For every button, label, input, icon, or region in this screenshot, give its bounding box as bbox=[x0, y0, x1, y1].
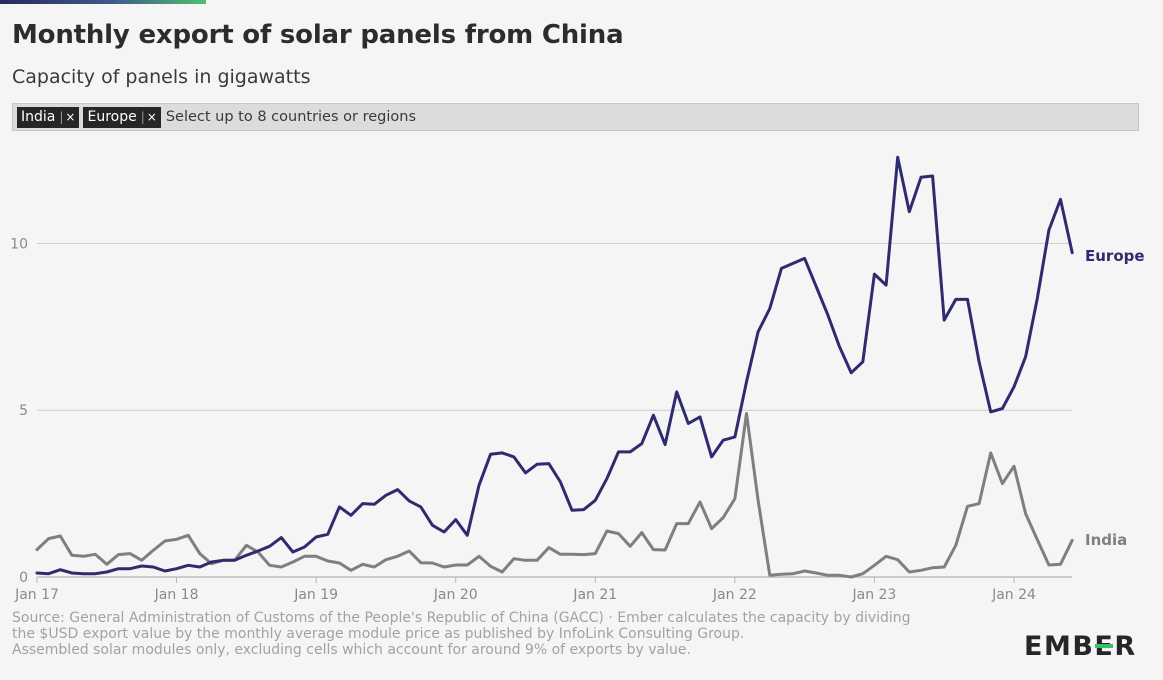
close-icon[interactable]: × bbox=[65, 110, 76, 124]
x-tick-label: Jan 24 bbox=[991, 587, 1036, 603]
chip-label: India bbox=[21, 109, 56, 125]
series-line-europe bbox=[35, 155, 1074, 576]
x-tick-label: Jan 23 bbox=[851, 587, 896, 603]
selector-input-placeholder[interactable]: Select up to 8 countries or regions bbox=[165, 109, 416, 125]
chip-divider: | bbox=[140, 110, 145, 124]
logo-letter: M bbox=[1043, 631, 1073, 662]
x-axis: Jan 17 Jan 18 Jan 19 Jan 20 Jan 21 Jan 22 Jan … bbox=[14, 577, 1036, 603]
series-label-europe: Europe bbox=[1085, 247, 1145, 265]
x-tick-label: Jan 17 bbox=[14, 587, 59, 603]
chip-india[interactable]: India | × bbox=[17, 106, 80, 128]
series-line-india bbox=[35, 412, 1074, 579]
x-tick-label: Jan 18 bbox=[154, 587, 199, 603]
logo-letter: R bbox=[1114, 631, 1137, 662]
x-tick-label: Jan 22 bbox=[712, 587, 757, 603]
series-label-india: India bbox=[1085, 531, 1127, 549]
source-line-3: Assembled solar modules only, excluding … bbox=[12, 642, 691, 658]
series-labels: Europe India bbox=[1085, 247, 1145, 549]
series-lines bbox=[35, 155, 1074, 579]
close-icon[interactable]: × bbox=[146, 110, 157, 124]
source-line-2: the $USD export value by the monthly ave… bbox=[12, 626, 745, 642]
brand-accent-bar bbox=[0, 0, 206, 4]
chart-title: Monthly export of solar panels from Chin… bbox=[12, 20, 624, 50]
chip-divider: | bbox=[59, 110, 64, 124]
x-tick-label: Jan 20 bbox=[433, 587, 478, 603]
gridlines bbox=[37, 242, 1072, 578]
logo-letter: B bbox=[1072, 631, 1095, 662]
source-line-1: Source: General Administration of Custom… bbox=[12, 610, 911, 626]
logo-letter: E bbox=[1024, 631, 1044, 662]
y-tick-label: 5 bbox=[19, 403, 28, 419]
x-tick-label: Jan 19 bbox=[293, 587, 338, 603]
source-note: Source: General Administration of Custom… bbox=[12, 610, 1002, 658]
country-selector[interactable]: India | × Europe | × Select up to 8 coun… bbox=[12, 103, 1139, 131]
ember-logo: EMBER bbox=[1024, 631, 1137, 662]
x-tick-label: Jan 21 bbox=[572, 587, 617, 603]
chip-label: Europe bbox=[87, 109, 137, 125]
logo-letter: E bbox=[1094, 631, 1115, 662]
y-axis: 0 5 10 bbox=[10, 236, 28, 586]
line-chart: 0 5 10 Jan 17 Jan 18 Jan 19 Jan 20 Jan 21 Jan 2… bbox=[10, 155, 1145, 603]
y-tick-label: 10 bbox=[10, 236, 28, 252]
y-tick-label: 0 bbox=[19, 570, 28, 586]
chip-europe[interactable]: Europe | × bbox=[83, 106, 161, 128]
chart-subtitle: Capacity of panels in gigawatts bbox=[12, 66, 311, 88]
